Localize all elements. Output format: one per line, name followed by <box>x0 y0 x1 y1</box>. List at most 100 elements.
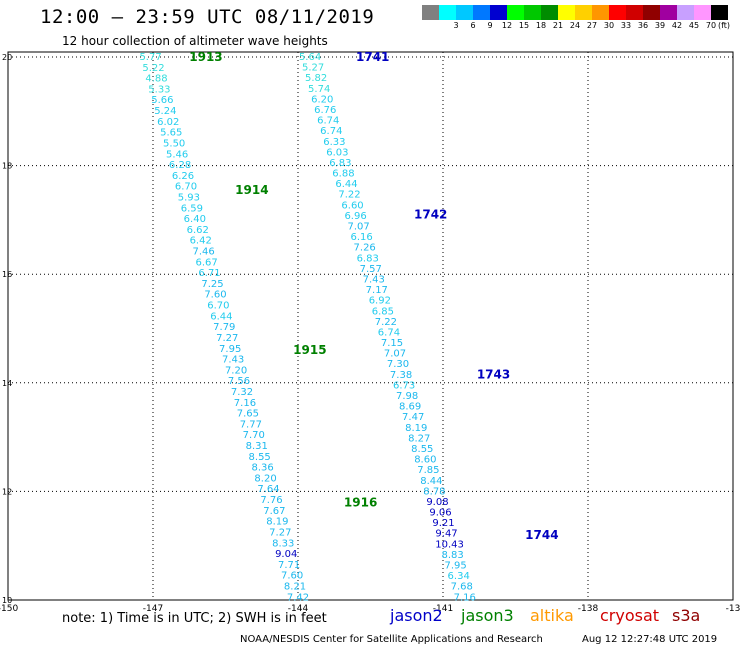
wave-height-value: 5.77 <box>139 52 161 63</box>
wave-height-value: 6.16 <box>351 232 373 243</box>
color-scale-swatch <box>592 5 609 20</box>
wave-height-value: 9.47 <box>435 529 457 540</box>
wave-height-value: 10.43 <box>435 539 464 550</box>
wave-height-value: 6.74 <box>378 327 400 338</box>
latitude-tick-label: 18 <box>2 162 12 171</box>
wave-height-value: 7.43 <box>222 355 244 366</box>
wave-height-value: 7.95 <box>219 344 241 355</box>
wave-height-value: 5.74 <box>308 84 330 95</box>
longitude-tick-label: -141 <box>433 604 453 614</box>
wave-height-value: 5.27 <box>302 63 324 74</box>
wave-height-value: 6.26 <box>172 171 194 182</box>
wave-height-value: 6.74 <box>317 116 339 127</box>
wave-height-value: 8.20 <box>254 473 276 484</box>
longitude-tick-label: -147 <box>143 604 163 614</box>
wave-height-value: 7.32 <box>231 387 253 398</box>
color-scale-swatch <box>677 5 694 20</box>
wave-height-value: 7.15 <box>381 338 403 349</box>
footer-note: note: 1) Time is in UTC; 2) SWH is in fe… <box>62 611 327 626</box>
wave-height-value: 5.24 <box>154 106 176 117</box>
color-scale-swatch <box>507 5 524 20</box>
wave-height-value: 8.78 <box>423 486 445 497</box>
wave-height-value: 7.07 <box>347 222 369 233</box>
wave-height-value: 7.85 <box>417 465 439 476</box>
wave-height-value: 5.93 <box>178 192 200 203</box>
wave-height-value: 7.76 <box>260 495 282 506</box>
wave-height-value: 6.96 <box>344 211 366 222</box>
wave-height-value: 5.50 <box>163 138 185 149</box>
satellite-legend-s3a: s3a <box>672 606 701 625</box>
wave-height-value: 6.70 <box>175 182 197 193</box>
latitude-tick-label: 14 <box>2 379 12 388</box>
page-title: 12:00 – 23:59 UTC 08/11/2019 <box>40 6 375 28</box>
wave-height-value: 7.95 <box>445 561 467 572</box>
color-scale-label: 12 <box>501 21 513 30</box>
latitude-tick-label: 10 <box>2 596 12 605</box>
wave-height-value: 6.44 <box>210 311 232 322</box>
pass-time-label: 1741 <box>356 50 389 64</box>
wave-height-value: 7.43 <box>363 274 385 285</box>
wave-height-value: 9.04 <box>275 549 297 560</box>
wave-height-value: 6.71 <box>198 268 220 279</box>
wave-height-value: 5.22 <box>142 63 164 74</box>
wave-height-value: 7.64 <box>257 484 279 495</box>
color-scale-swatch <box>439 5 456 20</box>
color-scale-unit: (ft) <box>718 21 731 30</box>
pass-time-label: 1744 <box>525 528 558 542</box>
wave-height-value: 6.83 <box>329 158 351 169</box>
wave-height-value: 5.82 <box>305 73 327 84</box>
wave-height-value: 8.19 <box>266 517 288 528</box>
color-scale-swatch <box>558 5 575 20</box>
wave-height-value: 7.16 <box>454 592 476 603</box>
latitude-tick-label: 20 <box>2 53 12 62</box>
pass-time-label: 1915 <box>293 343 326 357</box>
wave-height-value: 7.57 <box>360 264 382 275</box>
wave-height-value: 7.20 <box>225 365 247 376</box>
wave-height-value: 8.19 <box>405 423 427 434</box>
wave-height-value: 7.17 <box>366 285 388 296</box>
longitude-tick-label: -13 <box>726 604 740 614</box>
wave-height-value: 6.85 <box>372 306 394 317</box>
longitude-tick-label: -150 <box>0 604 18 614</box>
wave-height-value: 8.44 <box>420 476 442 487</box>
wave-height-value: 9.06 <box>429 508 451 519</box>
color-scale-swatch <box>524 5 541 20</box>
wave-height-value: 7.60 <box>204 290 226 301</box>
wave-height-value: 7.60 <box>281 571 303 582</box>
color-scale-label: 21 <box>552 21 564 30</box>
pass-time-label: 1914 <box>235 183 268 197</box>
wave-height-value: 6.74 <box>320 126 342 137</box>
wave-height-value: 7.46 <box>193 247 215 258</box>
color-scale-swatch <box>456 5 473 20</box>
wave-height-value: 7.47 <box>402 412 424 423</box>
wave-height-value: 6.88 <box>332 169 354 180</box>
wave-height-value: 7.38 <box>390 370 412 381</box>
wave-height-value: 7.27 <box>269 527 291 538</box>
page-subtitle: 12 hour collection of altimeter wave hei… <box>62 34 328 48</box>
wave-height-value: 8.31 <box>246 441 268 452</box>
wave-height-value: 5.33 <box>148 84 170 95</box>
color-scale-label: 15 <box>518 21 530 30</box>
longitude-tick-label: -138 <box>578 604 599 614</box>
wave-height-value: 6.20 <box>311 94 333 105</box>
wave-height-value: 8.60 <box>414 455 436 466</box>
wave-height-value: 5.46 <box>166 149 188 160</box>
color-scale-swatch <box>490 5 507 20</box>
latitude-tick-label: 12 <box>2 487 12 496</box>
credit-timestamp: Aug 12 12:27:48 UTC 2019 <box>582 634 718 645</box>
wave-height-value: 7.79 <box>213 322 235 333</box>
wave-height-value: 7.56 <box>228 376 250 387</box>
wave-height-value: 6.70 <box>207 301 229 312</box>
wave-height-value: 4.88 <box>145 74 167 85</box>
wave-height-value: 7.67 <box>263 506 285 517</box>
color-scale-label: 33 <box>620 21 632 30</box>
wave-height-value: 8.33 <box>272 538 294 549</box>
color-scale-swatch <box>694 5 711 20</box>
wave-height-value: 6.83 <box>357 253 379 264</box>
wave-height-value: 6.02 <box>157 117 179 128</box>
wave-height-value: 7.22 <box>338 190 360 201</box>
satellite-legend-cryosat: cryosat <box>600 606 660 625</box>
color-scale-label: 36 <box>637 21 649 30</box>
wave-height-value: 8.83 <box>441 550 463 561</box>
